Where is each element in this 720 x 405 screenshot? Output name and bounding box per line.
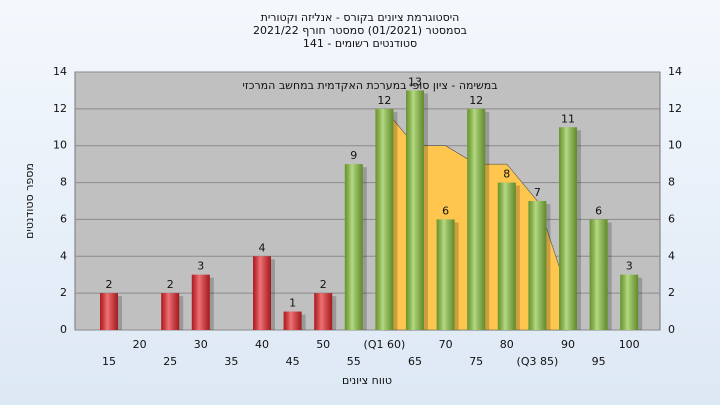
data-label: 9	[350, 149, 357, 162]
y2-tick-label: 12	[668, 102, 682, 115]
y2-tick-label: 0	[668, 323, 675, 336]
annotation: במשימה - ציון סופי במערכת האקדמית במחשב …	[242, 79, 497, 92]
y2-tick-label: 6	[668, 212, 675, 225]
x-tick-label: 65	[408, 355, 422, 368]
bar-shine	[589, 219, 608, 330]
bar-shine	[467, 108, 486, 330]
data-label: 2	[167, 278, 174, 291]
x-tick-label: 20	[133, 338, 147, 351]
y-tick-label: 2	[60, 286, 67, 299]
bar-shine	[191, 274, 210, 330]
bar-shine	[314, 293, 333, 330]
y2-tick-label: 14	[668, 65, 682, 78]
x-axis-label: טווח ציונים	[342, 374, 392, 387]
data-label: 3	[626, 260, 633, 273]
chart-title: סטודנטים רשומים - 141	[303, 37, 417, 50]
y2-tick-label: 8	[668, 176, 675, 189]
bar-shine	[283, 311, 302, 330]
x-tick-label: 30	[194, 338, 208, 351]
data-label: 6	[595, 204, 602, 217]
x-tick-label: 40	[255, 338, 269, 351]
y-tick-label: 0	[60, 323, 67, 336]
x-tick-label: 45	[286, 355, 300, 368]
x-tick-label: 95	[592, 355, 606, 368]
bar-shine	[436, 219, 455, 330]
chart-title: בסמסטר (01/2021) סמסטר חורף 2021/22	[253, 24, 467, 37]
x-tick-label: 75	[469, 355, 483, 368]
data-label: 4	[259, 241, 266, 254]
chart-title: היסטוגרמת ציונים בקורס - אנליזה וקטורית	[261, 11, 460, 24]
bar-shine	[161, 293, 180, 330]
data-label: 2	[106, 278, 113, 291]
x-tick-label: 70	[439, 338, 453, 351]
x-tick-label: (Q1 60)	[364, 338, 406, 351]
data-label: 8	[503, 168, 510, 181]
y-tick-label: 4	[60, 249, 67, 262]
x-tick-label: 80	[500, 338, 514, 351]
data-label: 7	[534, 186, 541, 199]
y-tick-label: 6	[60, 212, 67, 225]
data-label: 1	[289, 297, 296, 310]
x-tick-label: 50	[316, 338, 330, 351]
x-tick-label: (Q3 85)	[517, 355, 559, 368]
data-label: 12	[377, 94, 391, 107]
y-axis-label: מספר סטודנטים	[23, 163, 36, 239]
x-tick-label: 90	[561, 338, 575, 351]
data-label: 3	[197, 260, 204, 273]
y2-tick-label: 4	[668, 249, 675, 262]
bar-shine	[406, 90, 424, 330]
y-tick-label: 10	[53, 139, 67, 152]
y-tick-label: 14	[53, 65, 67, 78]
x-tick-label: 15	[102, 355, 116, 368]
x-tick-label: 55	[347, 355, 361, 368]
bar-shine	[344, 164, 363, 330]
x-tick-label: 25	[163, 355, 177, 368]
data-label: 2	[320, 278, 327, 291]
bar-shine	[375, 108, 394, 330]
y2-tick-label: 10	[668, 139, 682, 152]
bar-shine	[559, 127, 577, 331]
bar-shine	[497, 182, 516, 330]
data-label: 12	[469, 94, 483, 107]
bar-shine	[528, 201, 547, 330]
data-label: 13	[408, 75, 422, 88]
x-tick-label: 100	[619, 338, 640, 351]
data-label: 11	[561, 112, 575, 125]
y-tick-label: 12	[53, 102, 67, 115]
y2-tick-label: 2	[668, 286, 675, 299]
bar-shine	[100, 293, 118, 330]
bar-shine	[620, 274, 639, 330]
x-tick-label: 35	[224, 355, 238, 368]
y-tick-label: 8	[60, 176, 67, 189]
data-label: 6	[442, 204, 449, 217]
bar-shine	[253, 256, 271, 330]
